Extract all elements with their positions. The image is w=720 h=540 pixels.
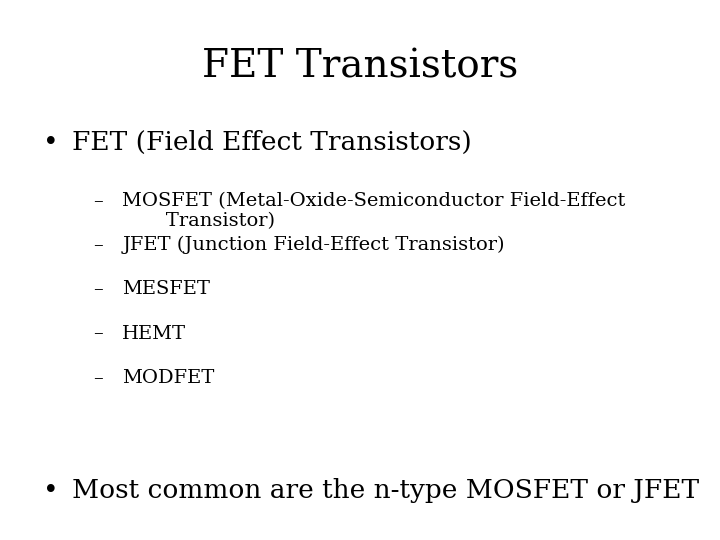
Text: HEMT: HEMT [122,325,186,342]
Text: MESFET: MESFET [122,280,210,298]
Text: JFET (Junction Field-Effect Transistor): JFET (Junction Field-Effect Transistor) [122,236,505,254]
Text: MOSFET (Metal-Oxide-Semiconductor Field-Effect
       Transistor): MOSFET (Metal-Oxide-Semiconductor Field-… [122,192,626,231]
Text: •: • [43,130,59,154]
Text: FET Transistors: FET Transistors [202,49,518,86]
Text: –: – [94,192,104,210]
Text: –: – [94,280,104,298]
Text: –: – [94,369,104,387]
Text: Most common are the n-type MOSFET or JFET: Most common are the n-type MOSFET or JFE… [72,478,699,503]
Text: –: – [94,236,104,254]
Text: •: • [43,478,59,503]
Text: –: – [94,325,104,342]
Text: MODFET: MODFET [122,369,215,387]
Text: FET (Field Effect Transistors): FET (Field Effect Transistors) [72,130,472,154]
